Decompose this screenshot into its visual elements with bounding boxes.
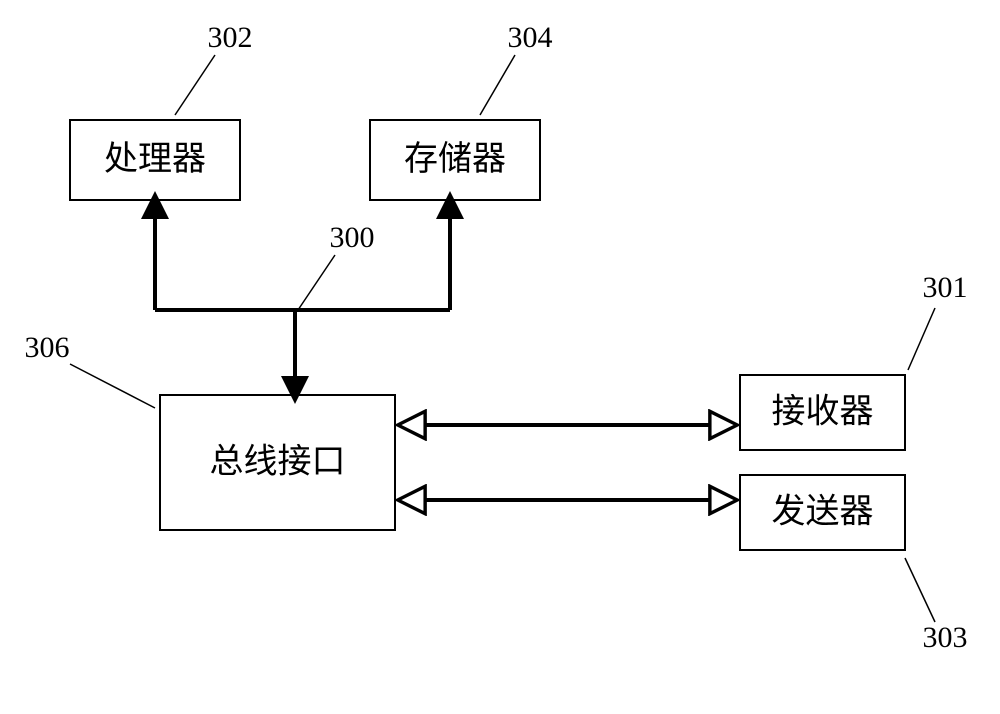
bus-label: 总线接口 — [210, 442, 346, 480]
leader-memory — [480, 55, 515, 115]
block-diagram: 处理器 存储器总线接口 接收器发送器 302 304 300 306 301 303 — [0, 0, 1000, 714]
leader-bus — [70, 364, 155, 408]
refnum-sender: 303 — [923, 621, 968, 654]
leader-receiver — [908, 308, 935, 370]
leader-junction — [298, 255, 335, 310]
refnum-bus: 306 — [25, 331, 70, 364]
refnum-processor: 302 — [208, 21, 253, 54]
refnum-junction: 300 — [330, 221, 375, 254]
leader-processor — [175, 55, 215, 115]
sender-label: 发送器 — [772, 492, 874, 530]
refnum-receiver: 301 — [923, 271, 968, 304]
processor-label: 处理器 — [104, 141, 206, 178]
leader-sender — [905, 558, 935, 622]
refnum-memory: 304 — [508, 21, 553, 54]
memory-label: 存储器 — [404, 140, 506, 178]
receiver-label: 接收器 — [772, 392, 874, 430]
